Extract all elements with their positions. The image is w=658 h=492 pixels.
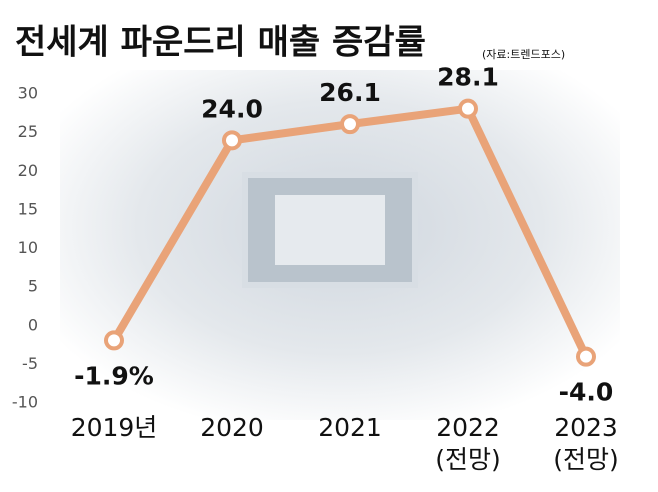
data-point bbox=[340, 114, 360, 135]
y-tick-label: 15 bbox=[18, 199, 38, 218]
data-point bbox=[104, 330, 124, 351]
data-label: 26.1 bbox=[319, 78, 381, 107]
data-label: -1.9% bbox=[74, 361, 154, 390]
chart-title: 전세계 파운드리 매출 증감률 bbox=[15, 23, 426, 63]
data-point bbox=[222, 130, 242, 151]
y-tick-label: 0 bbox=[28, 315, 38, 334]
x-tick-label: 2023 (전망) bbox=[553, 413, 619, 474]
chip-core bbox=[275, 195, 385, 265]
x-tick-label: 2020 bbox=[200, 413, 264, 442]
y-tick-label: 5 bbox=[28, 277, 38, 296]
data-point bbox=[458, 98, 478, 119]
y-tick-label: -5 bbox=[22, 354, 38, 373]
data-label: 28.1 bbox=[437, 63, 499, 92]
y-tick-label: 25 bbox=[18, 122, 38, 141]
x-tick-label: 2021 bbox=[318, 413, 382, 442]
data-label: 24.0 bbox=[201, 94, 263, 123]
y-tick-label: 30 bbox=[18, 84, 38, 103]
data-point bbox=[576, 346, 596, 367]
y-tick-label: -10 bbox=[12, 393, 38, 412]
chart-subtitle: (자료:트렌드포스) bbox=[482, 48, 565, 61]
x-tick-label: 2019년 bbox=[70, 413, 158, 442]
y-tick-label: 20 bbox=[18, 161, 38, 180]
y-tick-label: 10 bbox=[18, 238, 38, 257]
x-tick-label: 2022 (전망) bbox=[435, 413, 501, 474]
data-label: -4.0 bbox=[559, 378, 614, 407]
